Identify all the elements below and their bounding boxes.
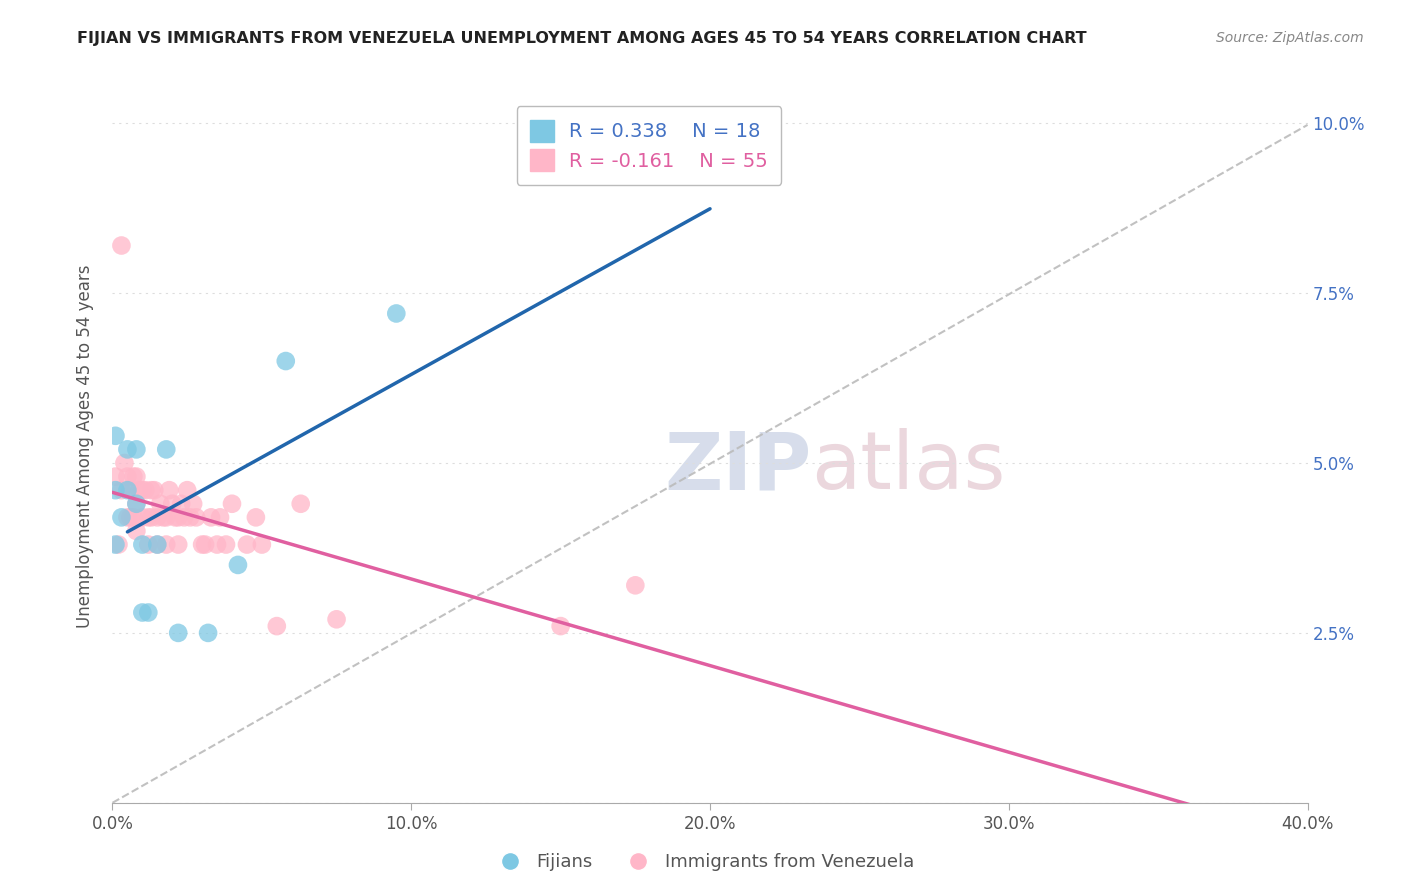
Point: [236, 537, 259, 551]
Point: [138, 510, 160, 524]
Point: [274, 354, 297, 368]
Point: [141, 483, 163, 498]
Legend: R = 0.338    N = 18, R = -0.161    N = 55: R = 0.338 N = 18, R = -0.161 N = 55: [516, 106, 782, 185]
Point: [117, 483, 139, 498]
Point: [226, 558, 249, 572]
Point: [143, 483, 166, 498]
Point: [122, 510, 145, 524]
Point: [104, 469, 127, 483]
Point: [170, 497, 193, 511]
Text: FIJIAN VS IMMIGRANTS FROM VENEZUELA UNEMPLOYMENT AMONG AGES 45 TO 54 YEARS CORRE: FIJIAN VS IMMIGRANTS FROM VENEZUELA UNEM…: [77, 31, 1087, 46]
Point: [104, 429, 127, 443]
Point: [122, 469, 145, 483]
Point: [624, 578, 647, 592]
Point: [157, 483, 180, 498]
Text: Source: ZipAtlas.com: Source: ZipAtlas.com: [1216, 31, 1364, 45]
Text: ZIP: ZIP: [665, 428, 811, 507]
Point: [125, 469, 148, 483]
Point: [173, 510, 195, 524]
Point: [138, 606, 160, 620]
Point: [209, 510, 232, 524]
Point: [141, 510, 163, 524]
Y-axis label: Unemployment Among Ages 45 to 54 years: Unemployment Among Ages 45 to 54 years: [76, 264, 94, 628]
Point: [194, 537, 217, 551]
Point: [114, 456, 135, 470]
Point: [146, 537, 169, 551]
Point: [155, 442, 177, 457]
Point: [167, 537, 190, 551]
Point: [128, 483, 150, 498]
Point: [134, 483, 156, 498]
Point: [110, 238, 132, 252]
Point: [110, 483, 132, 498]
Point: [250, 537, 273, 551]
Point: [146, 510, 169, 524]
Point: [179, 510, 201, 524]
Point: [550, 619, 572, 633]
Point: [197, 626, 219, 640]
Text: atlas: atlas: [811, 428, 1005, 507]
Point: [107, 537, 129, 551]
Point: [146, 537, 169, 551]
Point: [117, 510, 139, 524]
Point: [152, 510, 174, 524]
Point: [120, 510, 142, 524]
Point: [221, 497, 243, 511]
Point: [215, 537, 238, 551]
Point: [181, 497, 204, 511]
Point: [176, 483, 198, 498]
Point: [266, 619, 288, 633]
Point: [325, 612, 347, 626]
Point: [385, 306, 408, 320]
Legend: Fijians, Immigrants from Venezuela: Fijians, Immigrants from Venezuela: [484, 847, 922, 879]
Point: [117, 469, 139, 483]
Point: [138, 537, 160, 551]
Point: [162, 497, 183, 511]
Point: [200, 510, 222, 524]
Point: [125, 442, 148, 457]
Point: [191, 537, 214, 551]
Point: [155, 537, 177, 551]
Point: [131, 537, 153, 551]
Point: [120, 483, 142, 498]
Point: [186, 510, 208, 524]
Point: [155, 510, 177, 524]
Point: [131, 606, 153, 620]
Point: [131, 483, 153, 498]
Point: [125, 524, 148, 538]
Point: [205, 537, 228, 551]
Point: [131, 510, 153, 524]
Point: [165, 510, 187, 524]
Point: [110, 510, 132, 524]
Point: [149, 497, 172, 511]
Point: [167, 510, 190, 524]
Point: [290, 497, 312, 511]
Point: [104, 483, 127, 498]
Point: [117, 442, 139, 457]
Point: [125, 497, 148, 511]
Point: [104, 537, 127, 551]
Point: [125, 497, 148, 511]
Point: [245, 510, 267, 524]
Point: [167, 626, 190, 640]
